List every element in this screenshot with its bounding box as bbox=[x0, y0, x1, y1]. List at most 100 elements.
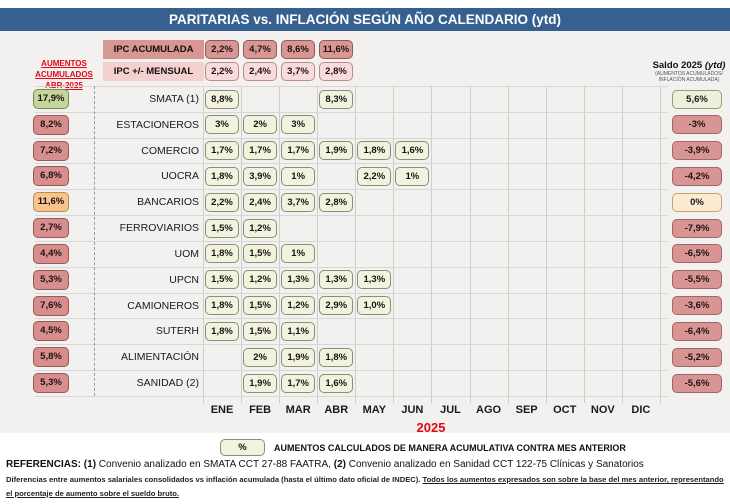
grid-line bbox=[35, 395, 668, 397]
month-value-chip: 1,9% bbox=[281, 347, 316, 367]
grid-line bbox=[35, 370, 668, 372]
saldo-header-subtitle2: INFLACIÓN ACUMULADA) bbox=[658, 77, 720, 83]
accumulated-header-line3: ABR-2025 bbox=[8, 80, 120, 91]
union-name: SANIDAD (2) bbox=[136, 377, 199, 390]
grid-line bbox=[35, 111, 668, 113]
grid-line bbox=[583, 86, 585, 403]
month-value-chip: 1,3% bbox=[357, 270, 392, 290]
month-label: SEP bbox=[515, 403, 538, 416]
month-value-chip: 1,6% bbox=[319, 373, 354, 393]
month-value-chip: 1% bbox=[395, 166, 430, 186]
month-value-chip: 1% bbox=[281, 166, 316, 186]
accumulated-increase-chip: 8,2% bbox=[33, 114, 69, 135]
legend-percent-chip: % bbox=[220, 439, 265, 456]
month-value-chip: 1,2% bbox=[281, 296, 316, 316]
month-label: AGO bbox=[476, 403, 502, 416]
union-name: BANCARIOS bbox=[137, 196, 199, 209]
saldo-header-ytd: (ytd) bbox=[704, 60, 726, 71]
saldo-chip: -3% bbox=[672, 115, 722, 135]
column-divider-dashed bbox=[94, 86, 95, 396]
union-name: UPCN bbox=[169, 273, 199, 286]
accumulated-increase-chip: 4,5% bbox=[33, 321, 69, 342]
month-label: MAR bbox=[285, 403, 311, 416]
month-label: NOV bbox=[590, 403, 615, 416]
month-value-chip: 2,8% bbox=[319, 192, 354, 212]
month-value-chip: 1,7% bbox=[205, 141, 239, 161]
month-value-chip: 1,8% bbox=[357, 141, 392, 161]
grid-line bbox=[659, 86, 661, 403]
ipc-mensual-value: 2,8% bbox=[319, 62, 353, 81]
union-name: SMATA (1) bbox=[149, 93, 199, 105]
month-value-chip: 1,9% bbox=[319, 141, 354, 161]
ipc-mensual-label: IPC +/- MENSUAL bbox=[103, 62, 204, 81]
grid-line bbox=[35, 318, 668, 320]
ipc-mensual-value: 2,4% bbox=[243, 62, 277, 81]
month-value-chip: 1,7% bbox=[281, 141, 316, 161]
month-value-chip: 3% bbox=[281, 115, 316, 135]
month-value-chip: 1,2% bbox=[243, 270, 278, 290]
grid-line bbox=[431, 86, 433, 403]
month-value-chip: 1,1% bbox=[281, 321, 316, 341]
grid-line bbox=[35, 240, 668, 242]
month-label: FEB bbox=[249, 403, 272, 416]
fine-print: Diferencias entre aumentos salariales co… bbox=[6, 473, 725, 500]
month-value-chip: 1,5% bbox=[243, 296, 278, 316]
month-label: DIC bbox=[631, 403, 651, 416]
accumulated-increase-chip: 7,2% bbox=[33, 140, 69, 161]
accumulated-increase-chip: 7,6% bbox=[33, 295, 69, 316]
month-value-chip: 3,9% bbox=[243, 166, 278, 186]
grid-line bbox=[393, 86, 395, 403]
legend-text: AUMENTOS CALCULADOS DE MANERA ACUMULATIV… bbox=[274, 443, 626, 453]
month-value-chip: 1,8% bbox=[205, 321, 239, 341]
saldo-header-subtitle1: (AUMENTOS ACUMULADOS/ bbox=[655, 71, 723, 77]
accumulated-increase-chip: 11,6% bbox=[33, 192, 69, 213]
month-value-chip: 1,0% bbox=[357, 296, 392, 316]
saldo-chip: -5,5% bbox=[672, 270, 722, 290]
accumulated-increase-chip: 2,7% bbox=[33, 218, 69, 239]
month-value-chip: 8,3% bbox=[319, 89, 354, 109]
accumulated-increase-chip: 17,9% bbox=[33, 89, 69, 109]
month-value-chip: 2,2% bbox=[357, 166, 392, 186]
grid-line bbox=[203, 86, 204, 403]
reference-number-2: (2) bbox=[333, 459, 346, 470]
month-value-chip: 1,5% bbox=[205, 270, 239, 290]
union-name: ESTACIONEROS bbox=[116, 118, 199, 131]
grid-line bbox=[35, 189, 668, 191]
grid-line bbox=[241, 86, 243, 403]
accumulated-increase-chip: 6,8% bbox=[33, 166, 69, 187]
saldo-chip: -6,5% bbox=[672, 244, 722, 264]
month-value-chip: 1,8% bbox=[319, 347, 354, 367]
union-name: FERROVIARIOS bbox=[119, 222, 199, 235]
accumulated-increase-chip: 4,4% bbox=[33, 243, 69, 264]
ipc-acumulada-value: 2,2% bbox=[205, 40, 239, 59]
accumulated-increase-chip: 5,3% bbox=[33, 269, 69, 290]
union-name: UOCRA bbox=[161, 170, 199, 183]
saldo-chip: -3,6% bbox=[672, 296, 722, 316]
month-value-chip: 1,5% bbox=[243, 321, 278, 341]
saldo-chip: -3,9% bbox=[672, 141, 722, 161]
month-value-chip: 1,3% bbox=[281, 270, 316, 290]
union-name: ALIMENTACIÓN bbox=[121, 351, 199, 364]
month-value-chip: 1,7% bbox=[281, 373, 316, 393]
saldo-chip: -7,9% bbox=[672, 218, 722, 238]
saldo-chip: -5,2% bbox=[672, 347, 722, 367]
grid-line bbox=[317, 86, 319, 403]
reference-text-2: Convenio analizado en Sanidad CCT 122-75… bbox=[345, 459, 644, 470]
grid-line bbox=[35, 137, 668, 139]
month-value-chip: 2,9% bbox=[319, 296, 354, 316]
month-value-chip: 8,8% bbox=[205, 89, 239, 109]
union-name: SUTERH bbox=[155, 325, 199, 338]
year-label: 2025 bbox=[416, 420, 446, 435]
month-label: ENE bbox=[210, 403, 234, 416]
union-name: COMERCIO bbox=[141, 144, 199, 157]
month-value-chip: 3,7% bbox=[281, 192, 316, 212]
month-label: MAY bbox=[362, 403, 387, 416]
grid-line bbox=[35, 215, 668, 217]
accumulated-increases-header: AUMENTOS ACUMULADOS ABR-2025 bbox=[8, 58, 120, 91]
ipc-acumulada-value: 4,7% bbox=[243, 40, 277, 59]
month-value-chip: 1,8% bbox=[205, 296, 239, 316]
month-value-chip: 1,7% bbox=[243, 141, 278, 161]
month-label: JUL bbox=[440, 403, 461, 416]
ipc-mensual-value: 3,7% bbox=[281, 62, 315, 81]
grid-line bbox=[469, 86, 471, 403]
